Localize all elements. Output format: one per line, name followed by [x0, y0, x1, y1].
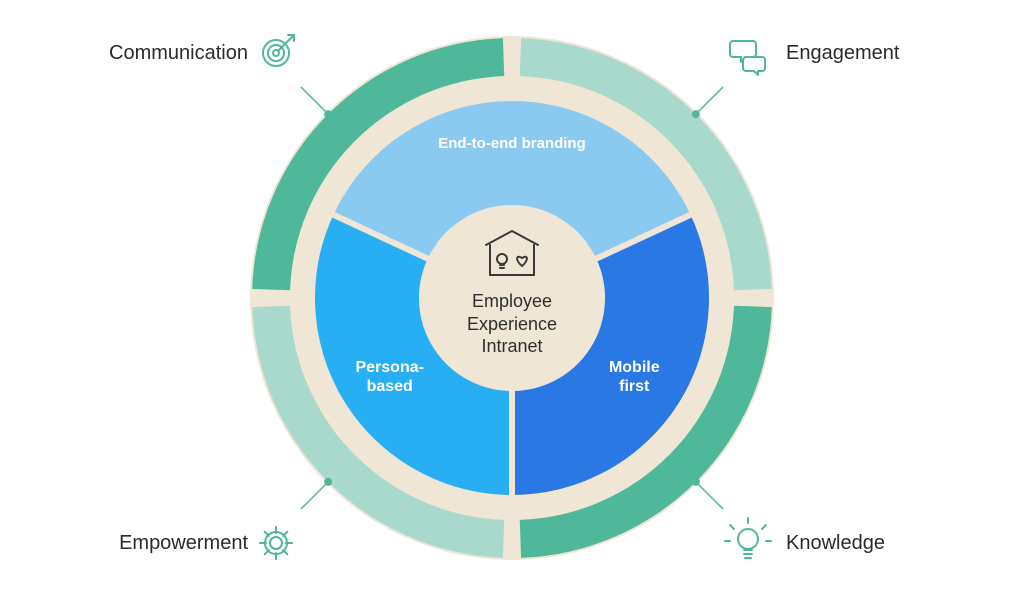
label-communication: Communication [109, 42, 248, 65]
label-engagement: Engagement [786, 42, 899, 65]
callout-dot-engagement [692, 110, 700, 118]
core-line2: Experience [467, 314, 557, 334]
label-empowerment: Empowerment [119, 532, 248, 555]
target-icon [263, 35, 294, 66]
gear-icon [260, 527, 292, 559]
seg-label-branding: End-to-end branding [427, 135, 597, 153]
seg-label-mobile: Mobilefirst [589, 358, 679, 396]
chat-icon [730, 41, 765, 75]
core-line3: Intranet [481, 336, 542, 356]
bulb-icon [725, 518, 771, 558]
core-text: Employee Experience Intranet [442, 290, 582, 358]
seg-label-persona: Persona-based [340, 358, 440, 396]
callout-dot-knowledge [692, 478, 700, 486]
diagram-stage: Communication Engagement Knowledge Empow… [0, 0, 1024, 596]
callout-dot-empowerment [324, 478, 332, 486]
core-line1: Employee [472, 291, 552, 311]
callout-dot-communication [324, 110, 332, 118]
label-knowledge: Knowledge [786, 532, 885, 555]
